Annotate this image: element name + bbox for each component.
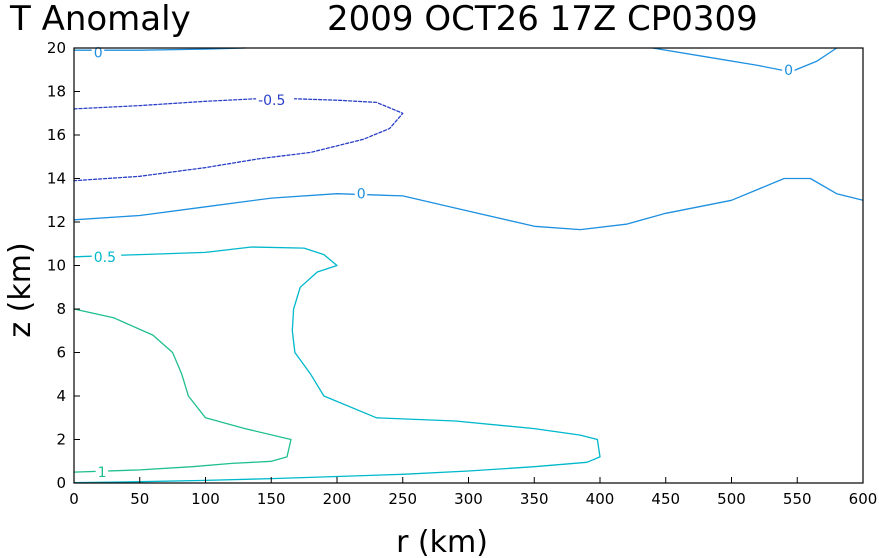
y-tick-label-5: 10 [47, 257, 66, 275]
x-tick-label-8: 400 [586, 490, 615, 508]
x-tick-label-1: 50 [130, 490, 149, 508]
contour-line-4 [73, 246, 601, 484]
y-tick-label-9: 18 [47, 83, 66, 101]
contour-line-0 [73, 97, 404, 182]
contour-label-bg-4 [91, 248, 122, 265]
y-tick-label-10: 20 [47, 39, 66, 57]
contour-label-1: 0 [94, 45, 103, 61]
x-tick-label-5: 250 [388, 490, 417, 508]
y-tick-label-7: 14 [47, 170, 66, 188]
contour-label-5: 1 [98, 465, 107, 481]
y-tick-label-6: 12 [47, 213, 66, 231]
contour-label-2: 0 [357, 187, 366, 203]
chart-title-left: T Anomaly [9, 0, 191, 39]
x-tick-label-2: 100 [191, 490, 220, 508]
x-tick-label-4: 200 [323, 490, 352, 508]
y-tick-label-4: 8 [56, 300, 66, 318]
contour-layer [73, 47, 864, 484]
contour-label-3: 0 [784, 63, 793, 79]
x-tick-label-6: 300 [454, 490, 483, 508]
x-axis: 0 50 100 150 200 250 300 350 400 450 500 550 600 [69, 477, 877, 508]
chart-title-right: 2009 OCT26 17Z CP0309 [327, 0, 758, 39]
contour-label-4: 0.5 [94, 250, 116, 266]
y-tick-label-8: 16 [47, 126, 66, 144]
contour-label-bg-3 [782, 61, 795, 78]
y-axis-label: z (km) [3, 242, 38, 337]
x-tick-label-0: 0 [69, 490, 79, 508]
plot-frame [73, 47, 864, 484]
x-tick-label-12: 600 [849, 490, 878, 508]
y-tick-label-0: 0 [56, 474, 66, 492]
contour-label-layer: -0.5 0 0 0 0.5 1 [91, 44, 795, 481]
contour-label-bg-2 [354, 185, 368, 202]
contour-line-2 [73, 177, 864, 231]
x-tick-label-9: 450 [651, 490, 680, 508]
y-tick-label-3: 6 [56, 344, 66, 362]
x-tick-label-11: 550 [783, 490, 812, 508]
contour-label-0: -0.5 [258, 93, 285, 109]
x-tick-label-10: 500 [717, 490, 746, 508]
contour-line-5 [73, 308, 292, 473]
x-axis-label: r (km) [396, 525, 488, 558]
y-axis: 0 2 4 6 8 10 12 14 16 18 20 [47, 39, 80, 492]
contour-label-bg-5 [95, 464, 109, 481]
contour-line-3 [651, 47, 838, 73]
x-tick-label-7: 350 [520, 490, 549, 508]
y-tick-label-1: 2 [56, 431, 66, 449]
contour-label-bg-0 [256, 92, 295, 109]
y-tick-label-2: 4 [56, 387, 66, 405]
x-tick-label-3: 150 [257, 490, 286, 508]
